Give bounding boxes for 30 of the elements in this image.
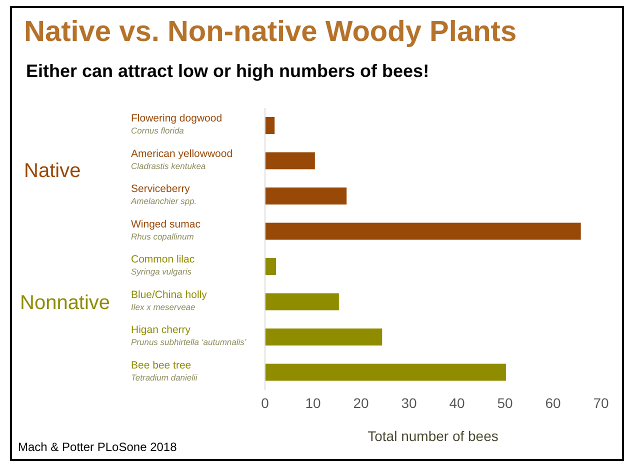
bar <box>265 258 276 275</box>
x-axis-title: Total number of bees <box>368 428 498 444</box>
bar <box>265 222 581 240</box>
x-tick-label: 0 <box>261 394 270 411</box>
y-tick-label: Common lilac Syringa vulgaris <box>131 254 195 277</box>
bar <box>265 117 275 134</box>
y-tick-label: Winged sumac Rhus copallinum <box>131 218 200 242</box>
x-tick-label: 70 <box>593 394 609 411</box>
text: Mach & Potter PLoSone 2018 <box>18 440 177 454</box>
y-tick-label: Blue/China holly Ilex x meserveae <box>131 288 208 312</box>
y-tick-label: Higan cherry Prunus subhirtella ‘autumnalis’ <box>131 324 246 348</box>
bar <box>265 188 347 204</box>
x-tick-label: 40 <box>449 394 465 411</box>
y-tick-label: Flowering dogwood Cornus florida <box>131 112 222 136</box>
x-tick-label: 60 <box>545 394 561 411</box>
y-tick-label: Bee bee tree Tetradium danielii <box>131 359 198 382</box>
x-tick-label: 20 <box>353 394 369 411</box>
chart-title: Native vs. Non-native Woody Plants <box>24 16 517 49</box>
y-tick-label: American yellowwood Cladrastis kentukea <box>131 148 233 171</box>
bar <box>265 328 382 346</box>
bar <box>265 293 339 310</box>
text: Nonnative <box>20 292 110 315</box>
text: Native <box>24 160 81 183</box>
x-tick-label: 50 <box>497 394 513 411</box>
y-tick-label: Serviceberry Amelanchier spp. <box>130 183 197 206</box>
x-tick-label: 10 <box>305 394 321 411</box>
bar <box>265 152 315 170</box>
chart-subtitle: Either can attract low or high numbers of bees! <box>26 61 430 82</box>
bar <box>265 364 506 381</box>
x-tick-label: 30 <box>401 394 417 411</box>
